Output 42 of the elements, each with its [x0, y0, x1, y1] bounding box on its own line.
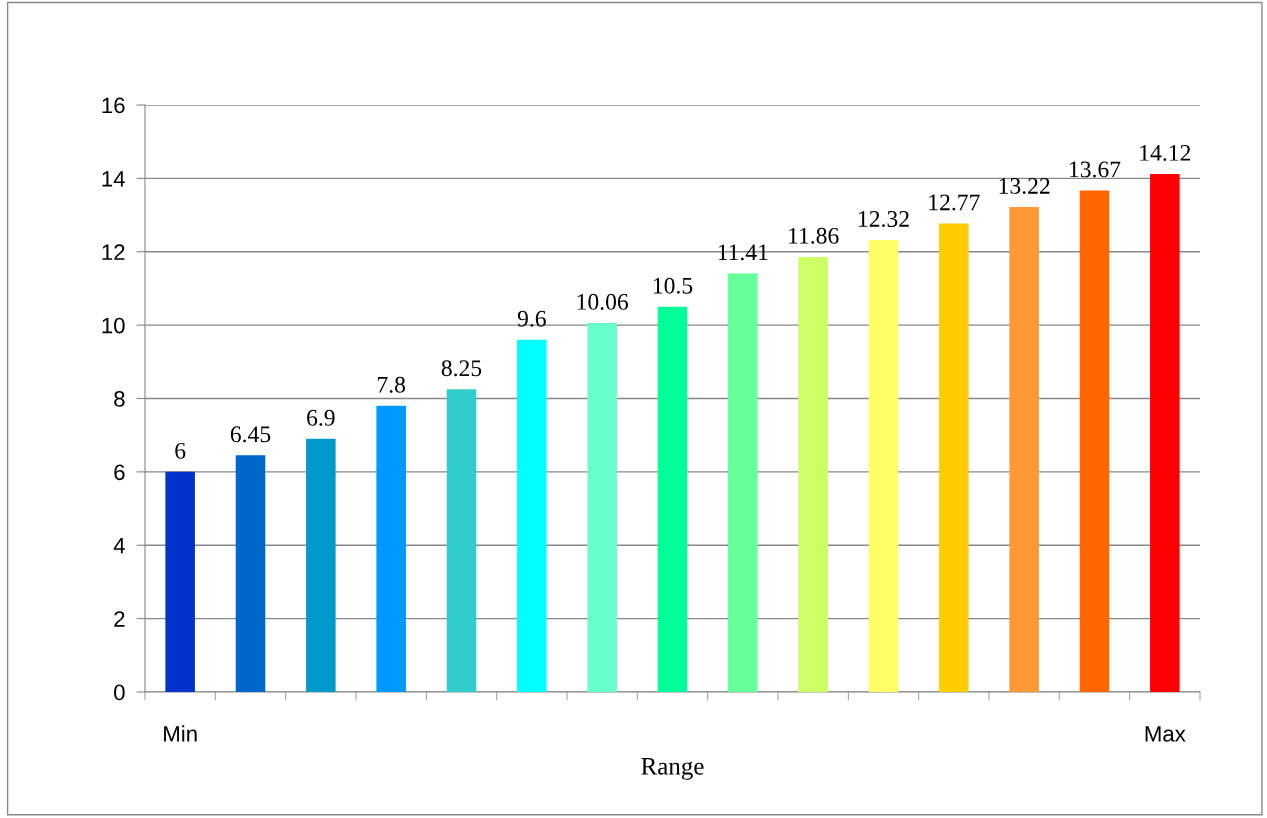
bar — [165, 471, 195, 692]
y-tick-label: 0 — [114, 684, 125, 701]
y-tick-label: 4 — [113, 538, 125, 554]
y-tick-label: 6 — [114, 464, 125, 481]
bar — [728, 273, 758, 692]
data-label: 12.77 — [929, 194, 980, 211]
data-label: 13.67 — [1070, 161, 1121, 178]
bar — [1150, 173, 1180, 692]
bar — [1009, 206, 1039, 692]
data-label: 13.22 — [999, 177, 1050, 194]
bar — [306, 438, 336, 692]
bar — [657, 306, 688, 692]
y-tick-label: 16 — [102, 97, 125, 114]
data-label: 11.41 — [718, 244, 768, 261]
data-label: 6.45 — [230, 426, 271, 443]
bar — [517, 339, 547, 692]
data-label: 11.86 — [789, 227, 839, 244]
bar — [939, 223, 969, 692]
bar — [868, 240, 899, 692]
bar — [376, 405, 406, 692]
y-tick-label: 2 — [114, 611, 125, 627]
bar — [1079, 190, 1110, 692]
data-label: 12.32 — [859, 211, 909, 227]
data-label: 10.06 — [577, 293, 629, 310]
x-tick-label: Min — [164, 725, 197, 742]
bar — [798, 256, 828, 692]
y-tick-label: 8 — [114, 391, 125, 407]
y-tick-label: 14 — [102, 171, 125, 187]
bar — [446, 389, 477, 692]
data-label: 8.25 — [441, 360, 482, 377]
y-tick-label: 12 — [102, 244, 125, 260]
x-axis-title: Range — [641, 758, 704, 780]
x-tick-label: Max — [1145, 726, 1186, 742]
data-label: 7.8 — [377, 376, 406, 393]
bar — [235, 455, 266, 692]
data-label: 14.12 — [1140, 144, 1191, 161]
data-label: 10.5 — [653, 277, 693, 294]
data-label: 6.9 — [307, 409, 335, 426]
data-label: 9.6 — [517, 310, 546, 327]
y-tick-label: 10 — [102, 317, 125, 334]
bar — [587, 322, 617, 692]
data-label: 6 — [175, 442, 186, 459]
